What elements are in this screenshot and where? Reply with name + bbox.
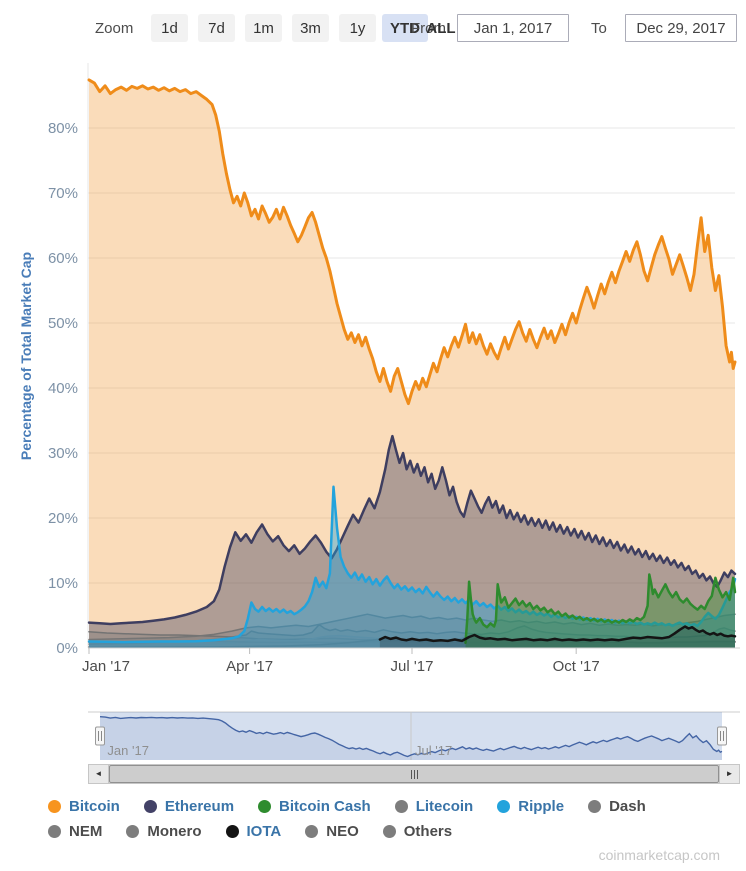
y-axis-label: 10% xyxy=(48,575,78,592)
legend-label: Ethereum xyxy=(164,797,235,815)
x-axis-label: Apr '17 xyxy=(226,658,273,675)
navigator[interactable]: Jan '17 Jul '17 xyxy=(0,702,746,764)
series-ethereum-area[interactable] xyxy=(89,436,735,648)
legend-label: Ripple xyxy=(518,797,565,815)
zoom-label: Zoom xyxy=(95,20,134,37)
legend-marker-icon xyxy=(48,824,61,838)
scrollbar-thumb[interactable] xyxy=(109,765,719,783)
to-label: To xyxy=(591,20,607,37)
x-axis-label: Oct '17 xyxy=(553,658,600,675)
x-axis-label: Jul '17 xyxy=(391,658,434,675)
legend-item-neo[interactable]: NEO xyxy=(305,823,359,840)
legend-label: NEO xyxy=(326,822,359,840)
from-date-input[interactable] xyxy=(457,14,569,42)
legend-item-ethereum[interactable]: Ethereum xyxy=(143,797,235,815)
legend-item-bitcoin[interactable]: Bitcoin xyxy=(48,798,120,815)
series-bitcoin-cash-area[interactable] xyxy=(465,574,736,649)
main-chart[interactable]: Jan '17 Apr '17 Jul '17 Oct '17 0% 10% 20% 30% 4… xyxy=(0,0,746,700)
legend-marker-icon xyxy=(258,799,272,813)
navigator-series-area xyxy=(100,716,722,760)
legend-marker-icon xyxy=(497,799,511,813)
series-bitcoin-area[interactable] xyxy=(89,79,735,648)
series-neo-line[interactable] xyxy=(88,633,736,649)
scrollbar[interactable]: ◄ ► xyxy=(88,764,740,784)
range-button-1y[interactable]: 1y xyxy=(339,14,376,42)
y-axis-label: 30% xyxy=(48,445,78,462)
navigator-right-handle[interactable] xyxy=(717,726,727,746)
legend-item-litecoin[interactable]: Litecoin xyxy=(394,797,474,815)
to-date-input[interactable] xyxy=(625,14,737,42)
legend: Bitcoin Ethereum Bitcoin Cash Litecoin Rippl… xyxy=(48,795,728,842)
range-selector: Zoom 1d 7d 1m 3m 1y YTD From ALL To xyxy=(0,0,746,52)
x-axis-label: Jan '17 xyxy=(82,658,130,675)
legend-item-ripple[interactable]: Ripple xyxy=(497,798,564,815)
scrollbar-right-arrow-icon[interactable]: ► xyxy=(719,765,739,783)
legend-marker-icon xyxy=(394,799,408,813)
range-button-1d[interactable]: 1d xyxy=(151,14,188,42)
legend-marker-icon xyxy=(225,824,239,838)
range-button-all[interactable]: ALL xyxy=(424,14,458,42)
legend-marker-icon xyxy=(48,799,61,813)
legend-label: Bitcoin xyxy=(69,797,120,815)
legend-label: Bitcoin Cash xyxy=(279,797,371,815)
y-axis-label: 0% xyxy=(56,640,78,657)
range-button-7d[interactable]: 7d xyxy=(198,14,235,42)
legend-item-dash[interactable]: Dash xyxy=(588,798,646,815)
legend-item-nem[interactable]: NEM xyxy=(48,823,102,840)
scrollbar-left-arrow-icon[interactable]: ◄ xyxy=(89,765,109,783)
credits-link[interactable]: coinmarketcap.com xyxy=(598,847,720,863)
y-axis-label: 40% xyxy=(48,380,78,397)
series-ethereum-line[interactable] xyxy=(87,434,737,626)
legend-marker-icon xyxy=(382,824,396,838)
range-button-ytd-selected[interactable]: YTD xyxy=(382,14,428,42)
range-button-3m[interactable]: 3m xyxy=(292,14,329,42)
legend-item-others[interactable]: Others xyxy=(382,822,453,840)
navigator-axis-label: Jan '17 xyxy=(107,743,149,758)
series-iota-area[interactable] xyxy=(379,626,735,649)
y-axis-title: Percentage of Total Market Cap xyxy=(18,252,34,460)
legend-item-monero[interactable]: Monero xyxy=(126,822,202,840)
from-label: From xyxy=(411,20,446,37)
legend-label: Others xyxy=(403,822,453,840)
legend-marker-icon xyxy=(588,799,602,813)
legend-label: Litecoin xyxy=(415,797,474,815)
legend-marker-icon xyxy=(305,824,319,838)
series-bitcoin-line[interactable] xyxy=(87,78,737,406)
scrollbar-grip-icon xyxy=(410,769,418,779)
series-iota-line[interactable] xyxy=(378,625,737,643)
navigator-series-line xyxy=(99,716,723,758)
y-axis-label: 20% xyxy=(48,510,78,527)
legend-row-1: Bitcoin Ethereum Bitcoin Cash Litecoin Rippl… xyxy=(48,795,728,817)
y-axis-label: 80% xyxy=(48,120,78,137)
legend-row-2: NEM Monero IOTA NEO Others xyxy=(48,820,728,842)
legend-item-iota[interactable]: IOTA xyxy=(225,822,282,840)
legend-label: Dash xyxy=(609,797,646,815)
legend-label: NEM xyxy=(69,822,103,840)
legend-label: Monero xyxy=(147,822,202,840)
legend-item-bitcoin-cash[interactable]: Bitcoin Cash xyxy=(258,798,371,815)
y-axis-label: 70% xyxy=(48,185,78,202)
navigator-axis-label: Jul '17 xyxy=(415,743,452,758)
navigator-left-handle[interactable] xyxy=(95,726,105,746)
legend-label: IOTA xyxy=(246,822,282,840)
series-bitcoin-cash-line[interactable] xyxy=(464,573,737,645)
range-button-1m[interactable]: 1m xyxy=(245,14,282,42)
y-axis-label: 50% xyxy=(48,315,78,332)
legend-marker-icon xyxy=(126,824,140,838)
y-axis-label: 60% xyxy=(48,250,78,267)
legend-marker-icon xyxy=(143,799,157,813)
